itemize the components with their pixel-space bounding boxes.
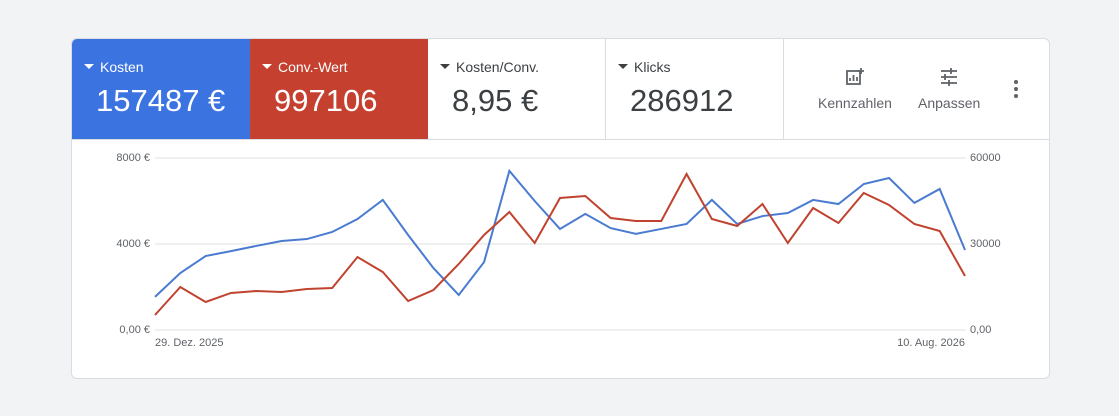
y2-tick-label: 60000 [970,152,1001,164]
scorecard[interactable]: Conv.-Wert 997106 [250,39,428,139]
metric-label: Conv.-Wert [262,59,348,75]
performance-card: Kosten 157487 € Conv.-Wert 997106 Kosten/Con… [71,38,1050,379]
metric-value: 997106 [274,83,378,118]
y-tick-label: 4000 € [116,238,150,250]
scorecard-row: Kosten 157487 € Conv.-Wert 997106 Kosten/Con… [72,39,1049,140]
scorecard[interactable]: Kosten 157487 € [72,39,250,139]
y-tick-label: 8000 € [116,152,150,164]
data-line [154,171,966,316]
scorecard[interactable]: Kosten/Conv. 8,95 € [428,39,606,139]
metric-label: Kosten [84,59,144,75]
customize-button[interactable]: Anpassen [918,67,980,111]
scorecard[interactable]: Klicks 286912 [606,39,784,139]
tool-label: Anpassen [918,95,981,111]
metric-value: 286912 [630,83,734,118]
metrics-button[interactable]: Kennzahlen [818,67,892,111]
data-line [154,168,966,298]
customize-icon [941,68,958,86]
tool-label: Kennzahlen [818,95,892,111]
y-tick-label: 0,00 € [119,324,150,336]
metric-label: Klicks [618,59,671,75]
y2-tick-label: 30000 [970,238,1001,250]
metric-label: Kosten/Conv. [439,59,540,75]
metrics-icon [846,68,864,85]
metric-value: 8,95 € [452,83,539,118]
x-tick-label: 29. Dez. 2025 [155,337,224,349]
y2-tick-label: 0,00 [970,324,991,336]
more-menu[interactable] [1012,79,1020,99]
metric-value: 157487 € [96,83,226,118]
x-tick-label: 10. Aug. 2026 [897,337,965,349]
